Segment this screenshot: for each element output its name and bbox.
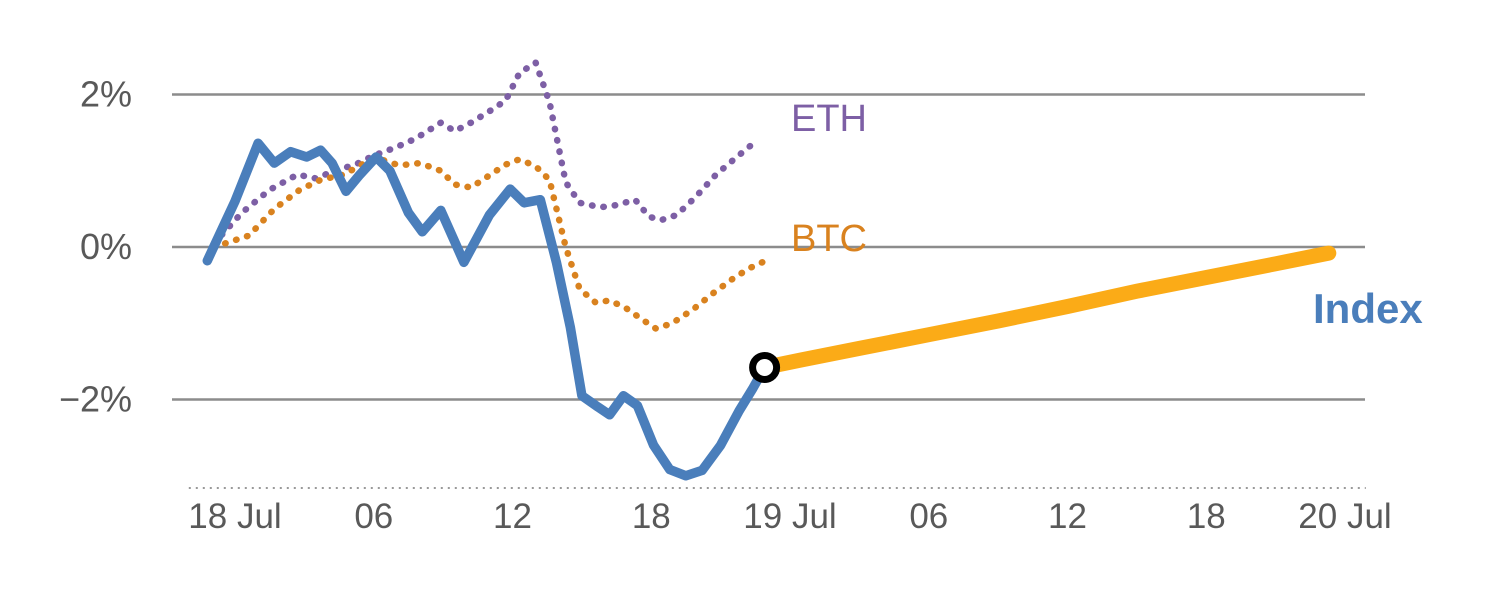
axis-labels: 2% 0% −2% 18 Jul 06 12 18 19 Jul 06 12 1… — [59, 74, 1423, 537]
eth-line — [210, 59, 759, 247]
y-tick-2pct: 2% — [80, 74, 132, 115]
gridlines — [172, 93, 1366, 489]
x-tick-19jul: 19 Jul — [743, 497, 836, 536]
forecast-start-marker — [749, 352, 781, 383]
x-tick-20jul: 20 Jul — [1298, 497, 1391, 536]
btc-line — [210, 156, 766, 332]
x-tick-12a: 12 — [493, 497, 532, 536]
btc-series-label: BTC — [791, 218, 867, 260]
index-series-label: Index — [1313, 285, 1423, 332]
x-tick-18jul: 18 Jul — [188, 497, 281, 536]
x-tick-18b: 18 — [1187, 497, 1226, 536]
x-tick-06a: 06 — [354, 497, 393, 536]
x-tick-06b: 06 — [909, 497, 948, 536]
series-lines — [202, 59, 1337, 481]
y-tick-neg2pct: −2% — [59, 379, 132, 420]
x-tick-18a: 18 — [632, 497, 671, 536]
y-tick-0pct: 0% — [80, 226, 132, 267]
index-line — [202, 138, 770, 481]
x-tick-12b: 12 — [1048, 497, 1087, 536]
index-forecast-line — [757, 245, 1337, 375]
eth-series-label: ETH — [791, 98, 867, 140]
